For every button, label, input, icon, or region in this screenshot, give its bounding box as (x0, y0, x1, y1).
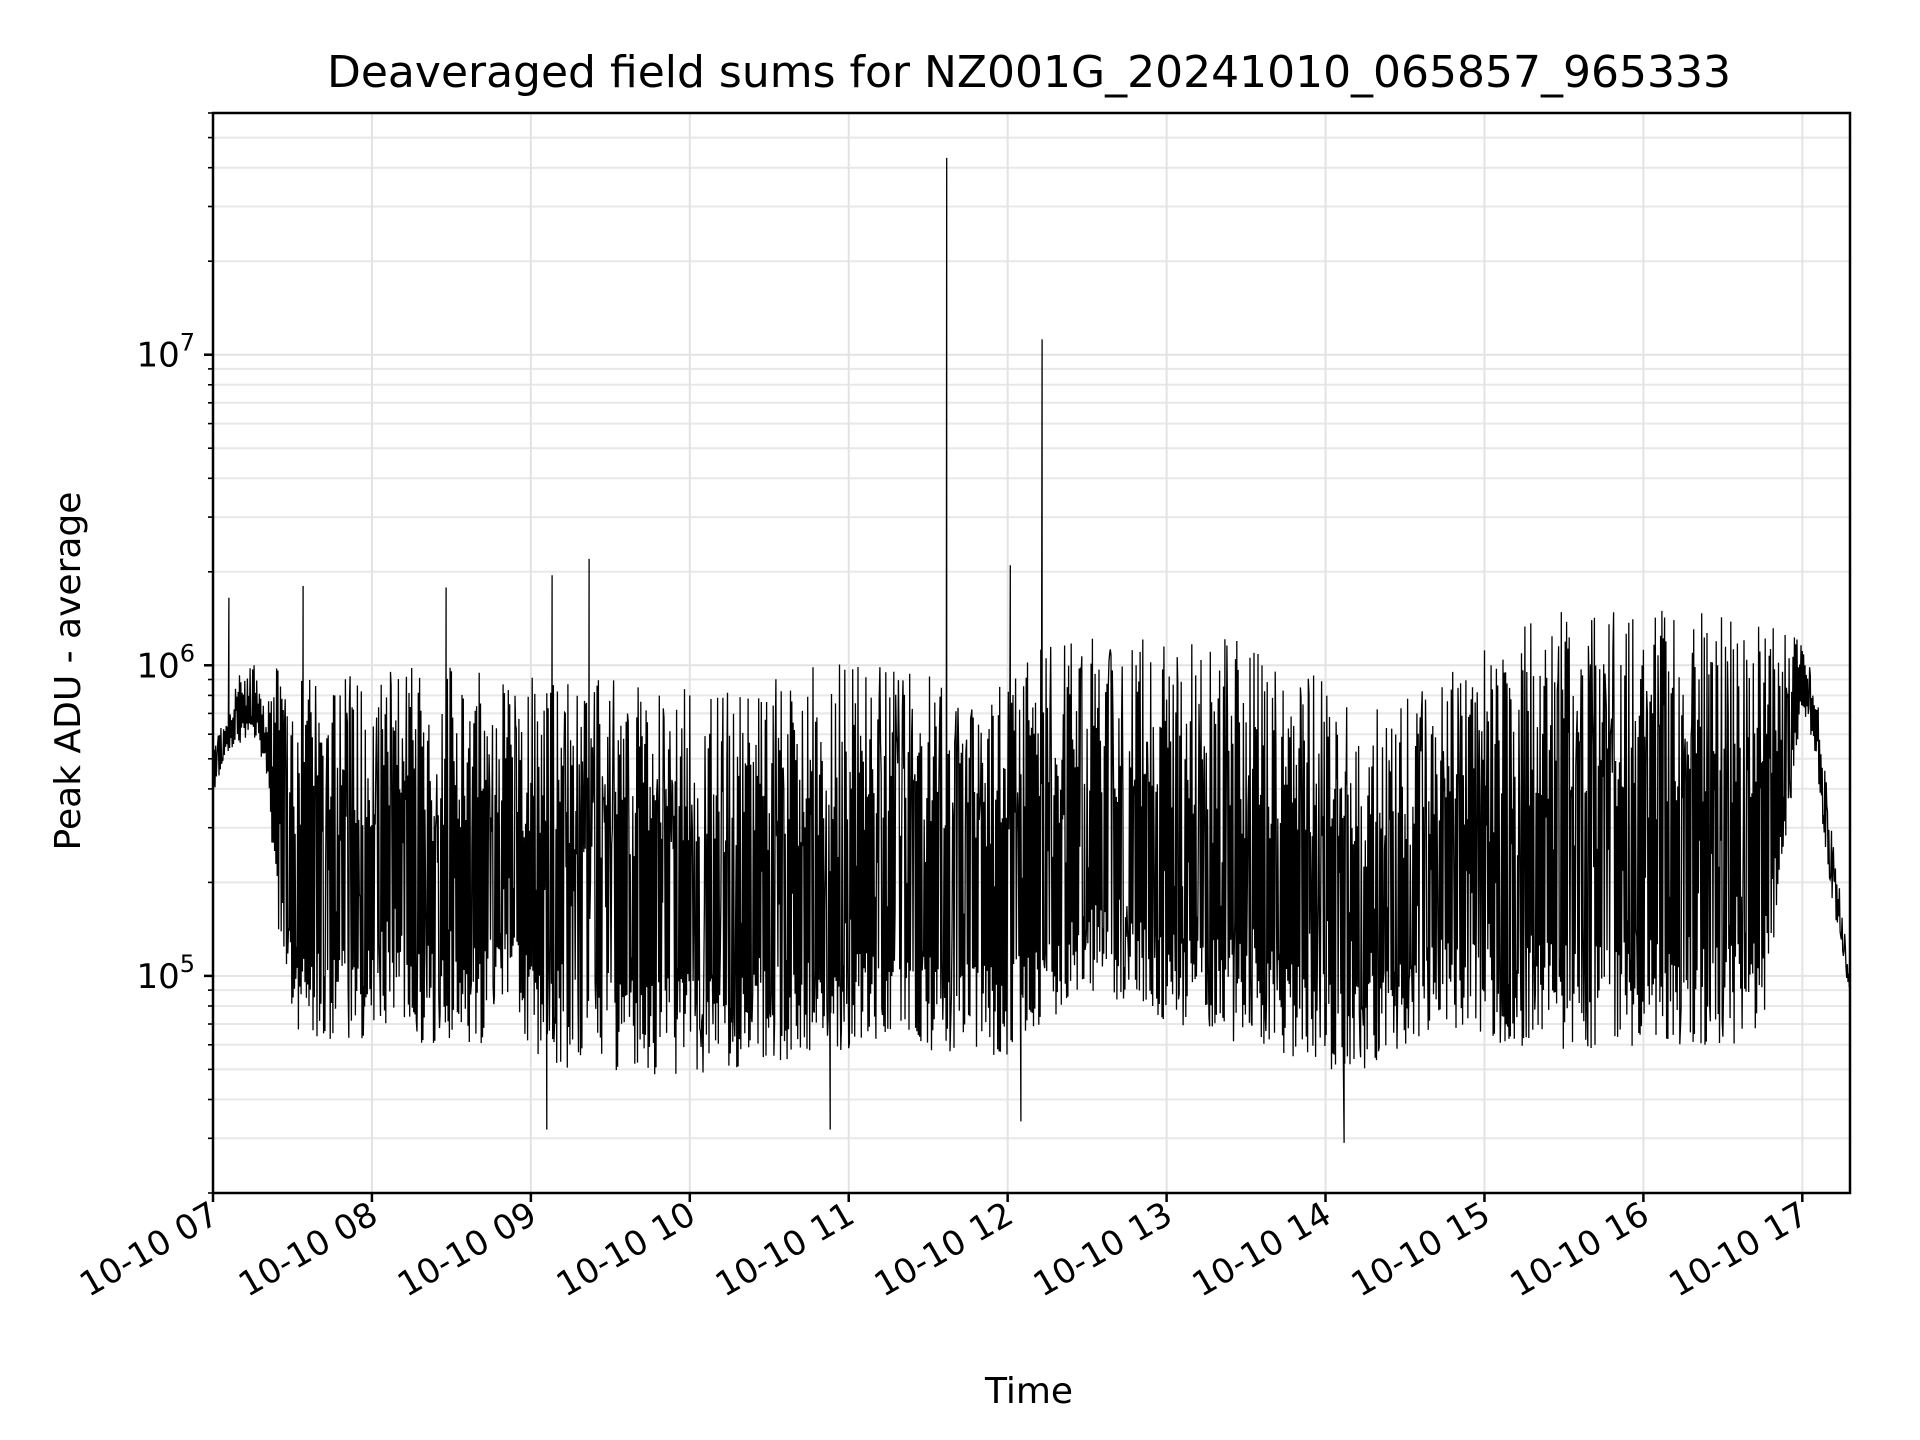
x-tick-label: 10-10 07 (73, 1194, 225, 1305)
y-tick-label: 105 (136, 950, 195, 997)
x-axis-label: Time (984, 1371, 1073, 1412)
grid (212, 112, 1850, 1194)
x-tick-label: 10-10 12 (868, 1194, 1020, 1305)
y-axis-label: Peak ADU - average (48, 492, 89, 851)
series-line (213, 157, 1850, 1143)
chart-title: Deaveraged field sums for NZ001G_2024101… (327, 47, 1731, 98)
x-tick-label: 10-10 11 (709, 1194, 861, 1305)
x-tick-label: 10-10 10 (550, 1194, 702, 1305)
x-tick-label: 10-10 17 (1662, 1194, 1814, 1305)
x-tick-label: 10-10 08 (232, 1194, 384, 1305)
x-tick-label: 10-10 09 (391, 1194, 543, 1305)
series-path (213, 157, 1850, 1143)
y-tick-label: 106 (136, 639, 195, 686)
plot-frame (211, 111, 1852, 1195)
x-tick-label: 10-10 14 (1186, 1194, 1338, 1305)
x-tick-label: 10-10 15 (1345, 1194, 1497, 1305)
y-tick-label: 107 (136, 329, 195, 376)
x-tick-label: 10-10 13 (1027, 1194, 1179, 1305)
x-tick-label: 10-10 16 (1503, 1194, 1655, 1305)
